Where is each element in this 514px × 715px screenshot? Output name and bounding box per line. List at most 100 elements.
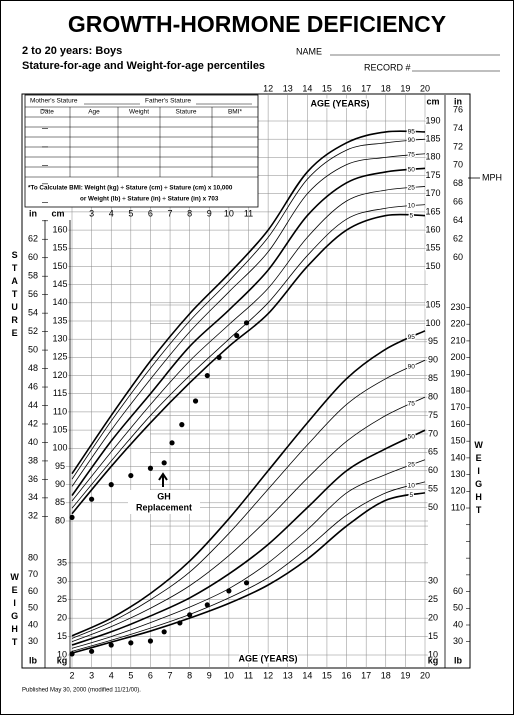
y-tick-label: 60 bbox=[28, 586, 38, 596]
unit-lb: lb bbox=[454, 655, 463, 665]
percentile-label: 10 bbox=[408, 203, 416, 210]
y-tick-label: 44 bbox=[28, 400, 38, 410]
percentile-label: 90 bbox=[408, 137, 416, 144]
bmi-note: *To Calculate BMI: Weight (kg) ÷ Stature… bbox=[28, 185, 233, 192]
patient-point bbox=[108, 642, 114, 648]
unit-cm: cm bbox=[426, 96, 439, 106]
x-tick-label: 15 bbox=[322, 83, 332, 93]
y-tick-label: 55 bbox=[428, 484, 438, 494]
patient-point bbox=[128, 640, 134, 646]
patient-point bbox=[216, 354, 222, 360]
unit-kg: kg bbox=[428, 655, 439, 665]
x-tick-label: 9 bbox=[207, 208, 212, 218]
y-tick-label: 165 bbox=[425, 206, 440, 216]
y-tick-label: 62 bbox=[453, 234, 463, 244]
y-tick-label: 52 bbox=[28, 326, 38, 336]
y-tick-label: 48 bbox=[28, 363, 38, 373]
patient-point bbox=[128, 472, 134, 479]
x-tick-label: 12 bbox=[263, 83, 273, 93]
patient-point bbox=[169, 440, 175, 446]
x-tick-label: 20 bbox=[420, 83, 430, 93]
x-tick-label: 15 bbox=[322, 670, 332, 680]
weight-label-right: WEIGHT bbox=[474, 440, 484, 518]
y-tick-label: 115 bbox=[53, 388, 67, 398]
unit-in: in bbox=[29, 208, 37, 218]
percentile-curve bbox=[71, 429, 426, 646]
percentile-curve bbox=[71, 459, 426, 649]
percentile-label: 5 bbox=[409, 212, 413, 219]
y-tick-label: 180 bbox=[425, 152, 440, 162]
percentile-label: 50 bbox=[408, 433, 416, 440]
percentile-label: 50 bbox=[408, 166, 416, 173]
percentile-curve bbox=[71, 330, 426, 637]
x-tick-label: 6 bbox=[148, 208, 153, 218]
unit-cm: cm bbox=[51, 208, 64, 218]
y-tick-label: 72 bbox=[453, 141, 463, 151]
x-tick-label: 14 bbox=[302, 83, 312, 93]
patient-point bbox=[89, 496, 95, 502]
x-tick-label: 19 bbox=[400, 670, 410, 680]
y-tick-label: 65 bbox=[428, 447, 438, 457]
percentile-label: 75 bbox=[408, 152, 416, 159]
y-tick-label: 190 bbox=[425, 115, 440, 125]
percentile-curve bbox=[71, 186, 426, 502]
gh-label: GH bbox=[157, 491, 171, 501]
column-header: Age bbox=[88, 109, 100, 116]
patient-point bbox=[161, 629, 167, 635]
subtitle-1: 2 to 20 years: Boys bbox=[22, 45, 122, 57]
subtitle-2: Stature-for-age and Weight-for-age perce… bbox=[22, 60, 265, 72]
y-tick-label: 10 bbox=[57, 649, 67, 659]
patient-point bbox=[243, 580, 250, 586]
y-tick-label: 110 bbox=[53, 406, 67, 416]
percentile-label: 75 bbox=[408, 400, 416, 407]
percentile-curve bbox=[71, 396, 426, 643]
x-tick-label: 13 bbox=[283, 83, 293, 93]
y-tick-label: 210 bbox=[450, 335, 465, 345]
percentile-curve bbox=[71, 492, 426, 654]
y-tick-label: 175 bbox=[425, 170, 440, 180]
x-tick-label: 16 bbox=[342, 670, 352, 680]
x-tick-label: 10 bbox=[224, 208, 234, 218]
patient-point bbox=[69, 651, 75, 657]
y-tick-label: 50 bbox=[453, 603, 463, 613]
mother-stature: Mother's Stature bbox=[30, 98, 78, 105]
patient-point bbox=[89, 648, 95, 654]
y-tick-label: 155 bbox=[425, 243, 440, 253]
y-tick-label: 68 bbox=[453, 178, 463, 188]
y-tick-label: 70 bbox=[28, 569, 38, 579]
y-tick-label: 155 bbox=[52, 243, 67, 253]
y-tick-label: 15 bbox=[57, 631, 67, 641]
y-tick-label: 220 bbox=[450, 319, 465, 329]
x-tick-label: 3 bbox=[89, 670, 94, 680]
x-tick-label: 16 bbox=[342, 83, 352, 93]
x-tick-label: 18 bbox=[381, 83, 391, 93]
y-tick-label: 50 bbox=[28, 344, 38, 354]
y-tick-label: 70 bbox=[428, 428, 438, 438]
y-tick-label: 38 bbox=[28, 455, 38, 465]
y-tick-label: 160 bbox=[450, 419, 465, 429]
record-label: RECORD # bbox=[364, 62, 411, 72]
x-tick-label: 11 bbox=[244, 208, 253, 218]
y-tick-label: 40 bbox=[28, 437, 38, 447]
father-stature: Father's Stature bbox=[145, 98, 191, 105]
y-tick-label: 74 bbox=[453, 123, 463, 133]
y-tick-label: 80 bbox=[55, 515, 65, 525]
x-tick-label: 9 bbox=[207, 670, 212, 680]
y-tick-label: 30 bbox=[453, 636, 463, 646]
patient-point bbox=[243, 320, 250, 326]
x-tick-label: 18 bbox=[381, 670, 391, 680]
y-tick-label: 190 bbox=[450, 369, 465, 379]
y-tick-label: 66 bbox=[453, 197, 463, 207]
x-tick-label: 3 bbox=[89, 208, 94, 218]
percentile-label: 90 bbox=[408, 363, 416, 370]
y-tick-label: 140 bbox=[52, 297, 67, 307]
y-tick-label: 76 bbox=[453, 104, 463, 114]
unit-in: in bbox=[454, 96, 462, 106]
y-tick-label: 180 bbox=[450, 385, 465, 395]
patient-point bbox=[204, 372, 210, 379]
y-tick-label: 25 bbox=[57, 594, 67, 604]
table-lines bbox=[25, 106, 258, 178]
bmi-note: or Weight (lb) ÷ Stature (in) ÷ Stature … bbox=[80, 196, 219, 203]
y-tick-label: 170 bbox=[425, 188, 440, 198]
